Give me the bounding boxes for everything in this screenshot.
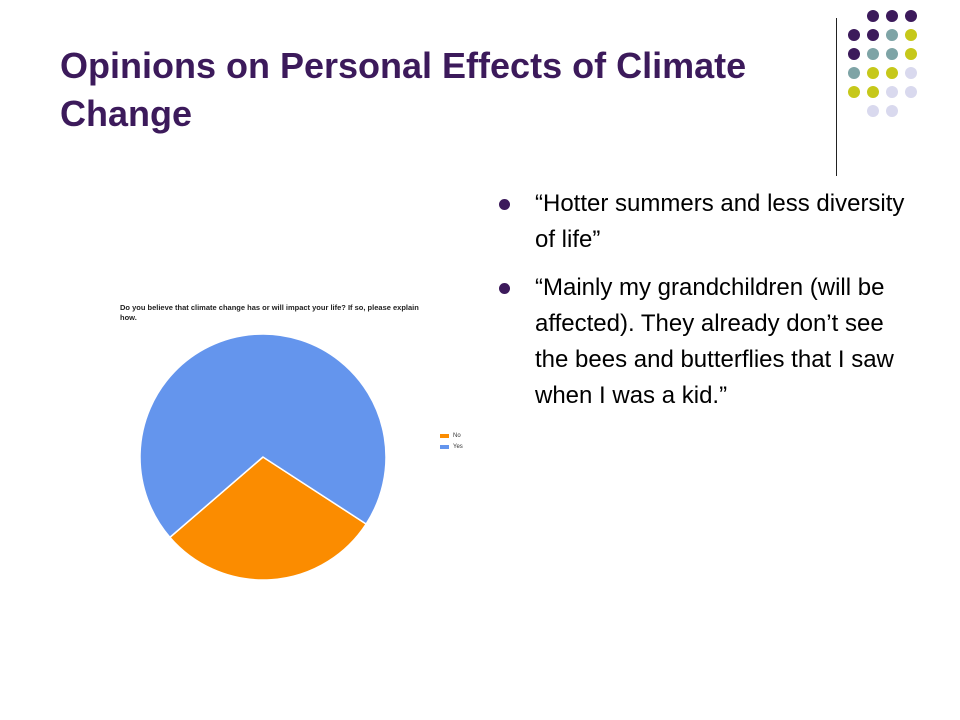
- pie-chart: Do you believe that climate change has o…: [100, 295, 480, 595]
- quote-list: “Hotter summers and less diversity of li…: [495, 186, 915, 426]
- decor-dot-lavender: [905, 67, 917, 79]
- decor-dot-lime: [867, 67, 879, 79]
- decorative-dot-grid: [848, 10, 953, 155]
- decor-dot-lavender: [905, 86, 917, 98]
- decor-dot-lavender: [886, 105, 898, 117]
- pie-chart-svg: [139, 333, 387, 581]
- decor-dot-purple: [867, 29, 879, 41]
- pie-slice-no: [168, 456, 368, 581]
- slide-title: Opinions on Personal Effects of Climate …: [60, 45, 747, 134]
- legend-label: No: [453, 432, 461, 439]
- decor-dot-lime: [848, 86, 860, 98]
- decor-dot-lime: [905, 48, 917, 60]
- decor-dot-lavender: [886, 86, 898, 98]
- decor-dot-lime: [886, 67, 898, 79]
- vertical-divider: [836, 18, 837, 176]
- decor-dot-purple: [886, 10, 898, 22]
- chart-title: Do you believe that climate change has o…: [120, 303, 419, 322]
- decor-dot-lime: [867, 86, 879, 98]
- decor-dot-purple: [848, 48, 860, 60]
- decor-dot-lime: [905, 29, 917, 41]
- decor-dot-purple: [905, 10, 917, 22]
- quote-item-2: “Mainly my grandchildren (will be affect…: [495, 270, 915, 414]
- quote-text-1: “Hotter summers and less diversity of li…: [535, 190, 905, 253]
- bullet-icon: [499, 283, 510, 294]
- quote-text-2: “Mainly my grandchildren (will be affect…: [535, 274, 894, 409]
- legend-item-no: No: [440, 430, 463, 441]
- chart-legend: No Yes: [440, 430, 463, 452]
- legend-label: Yes: [453, 443, 463, 450]
- decor-dot-teal: [886, 29, 898, 41]
- bullet-icon: [499, 199, 510, 210]
- decor-dot-teal: [886, 48, 898, 60]
- legend-swatch: [440, 433, 449, 438]
- quote-item-1: “Hotter summers and less diversity of li…: [495, 186, 915, 258]
- decor-dot-teal: [867, 48, 879, 60]
- legend-item-yes: Yes: [440, 441, 463, 452]
- decor-dot-lavender: [867, 105, 879, 117]
- pie-slice-yes: [139, 333, 387, 539]
- decor-dot-teal: [848, 67, 860, 79]
- decor-dot-purple: [848, 29, 860, 41]
- legend-swatch: [440, 444, 449, 449]
- decor-dot-purple: [867, 10, 879, 22]
